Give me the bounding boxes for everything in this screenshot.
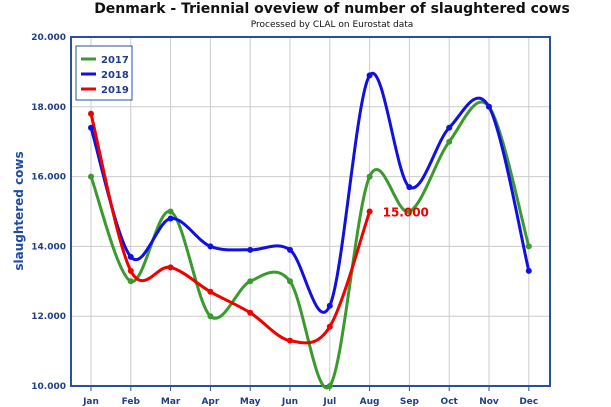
y-tick-label: 18.000 <box>31 103 66 113</box>
data-point-2018 <box>247 246 254 253</box>
data-point-2018 <box>366 72 373 79</box>
x-tick-label: Nov <box>479 397 499 407</box>
data-point-2017 <box>525 243 532 250</box>
data-point-2018 <box>207 243 214 250</box>
chart-title: Denmark - Triennial oveview of number of… <box>94 1 570 17</box>
grid-lines <box>70 36 551 387</box>
data-point-2019 <box>247 309 254 316</box>
chart-subtitle: Processed by CLAL on Eurostat data <box>251 20 414 30</box>
data-point-2018 <box>326 302 333 309</box>
legend-label-2019: 2019 <box>101 85 129 96</box>
data-point-2019 <box>326 323 333 330</box>
data-point-2017 <box>167 208 174 215</box>
y-tick-label: 12.000 <box>31 312 66 322</box>
legend: 2017 2018 2019 <box>75 45 133 101</box>
x-tick-label: Dec <box>519 397 538 407</box>
series-line-2018 <box>89 71 531 314</box>
data-point-2019 <box>88 110 94 117</box>
data-point-2019 <box>287 337 293 344</box>
data-point-2019 <box>366 208 373 215</box>
x-tick-label: Mar <box>161 397 181 407</box>
x-tick-label: Sep <box>400 397 420 407</box>
series-lines <box>88 71 532 390</box>
data-point-2017 <box>207 313 214 320</box>
x-tick-label: Jun <box>281 397 298 407</box>
data-point-2018 <box>287 246 293 253</box>
data-point-2017 <box>326 383 333 389</box>
data-point-2017 <box>247 278 254 285</box>
x-tick-label: Feb <box>122 397 141 407</box>
data-point-2018 <box>486 103 492 110</box>
y-tick-label: 20.000 <box>31 33 66 43</box>
data-point-2017 <box>366 173 373 180</box>
data-point-2019 <box>167 264 174 271</box>
x-tick-label: Apr <box>201 397 219 407</box>
x-tick-label: Jul <box>322 397 336 407</box>
plot-frame <box>70 36 551 387</box>
annotation-label: 15.000 <box>383 206 429 220</box>
y-tick-label: 10.000 <box>31 382 66 392</box>
data-point-2018 <box>406 184 413 191</box>
annotations: 15.000 <box>383 206 429 220</box>
data-point-2019 <box>207 288 214 295</box>
data-point-2018 <box>525 267 532 274</box>
x-tick-label: Oct <box>441 397 459 407</box>
data-point-2017 <box>287 278 293 285</box>
data-point-2017 <box>127 278 134 285</box>
x-tick-label: Jan <box>82 397 99 407</box>
y-axis-label: slaughtered cows <box>12 151 26 270</box>
axis-ticks: 10.000 12.000 14.000 16.000 18.000 20.000 Jan F… <box>31 33 538 407</box>
x-tick-label: May <box>240 397 261 407</box>
data-point-2018 <box>127 253 134 260</box>
data-point-2017 <box>446 138 453 145</box>
data-point-2018 <box>88 124 94 131</box>
data-point-2019 <box>127 267 134 274</box>
data-point-2018 <box>167 215 174 222</box>
x-tick-label: Aug <box>360 397 380 407</box>
data-point-2017 <box>406 208 413 215</box>
data-point-2018 <box>446 124 453 131</box>
y-tick-label: 14.000 <box>31 242 66 252</box>
legend-label-2018: 2018 <box>101 70 129 81</box>
legend-label-2017: 2017 <box>101 55 129 66</box>
data-point-2017 <box>88 173 94 180</box>
y-tick-label: 16.000 <box>31 173 66 183</box>
series-line-2017 <box>89 100 531 390</box>
